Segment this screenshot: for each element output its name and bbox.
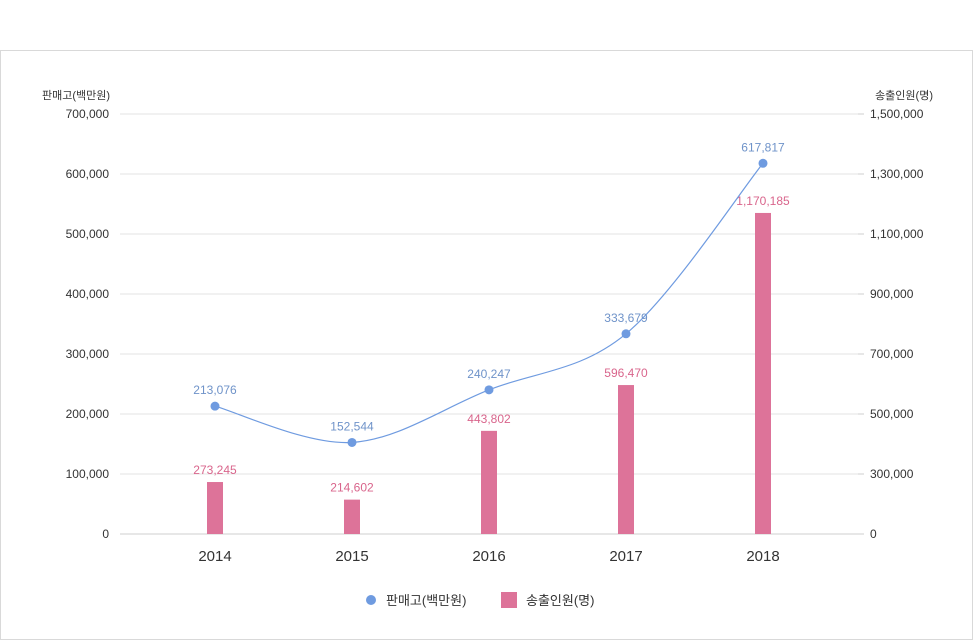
right-tick-label: 300,000 xyxy=(870,467,914,481)
line-value-label: 152,544 xyxy=(330,419,374,433)
legend: 판매고(백만원) 송출인원(명) xyxy=(366,592,594,608)
legend-departures-label: 송출인원(명) xyxy=(526,593,594,608)
legend-sales-marker xyxy=(366,595,376,605)
left-tick-label: 700,000 xyxy=(66,107,110,121)
left-tick-label: 400,000 xyxy=(66,287,110,301)
legend-sales-label: 판매고(백만원) xyxy=(386,593,466,608)
x-tick-label: 2018 xyxy=(746,548,779,565)
line-point-sales xyxy=(484,385,494,395)
right-tick-label: 700,000 xyxy=(870,347,914,361)
right-tick-label: 900,000 xyxy=(870,287,914,301)
bar-value-label: 1,170,185 xyxy=(736,194,790,208)
bar-departures xyxy=(481,430,497,534)
left-tick-label: 200,000 xyxy=(66,407,110,421)
right-tick-label: 0 xyxy=(870,527,877,541)
right-tick-label: 1,300,000 xyxy=(870,167,924,181)
bar-departures xyxy=(344,499,360,534)
line-value-label: 240,247 xyxy=(467,367,511,381)
line-value-label: 213,076 xyxy=(193,383,237,397)
right-tick-label: 500,000 xyxy=(870,407,914,421)
right-axis-title: 송출인원(명) xyxy=(875,89,933,102)
sales-line xyxy=(214,162,764,444)
x-tick-label: 2014 xyxy=(198,548,231,565)
x-tick-label: 2015 xyxy=(335,548,368,565)
left-tick-label: 600,000 xyxy=(66,167,110,181)
x-tick-label: 2017 xyxy=(609,548,642,565)
left-tick-label: 0 xyxy=(102,527,109,541)
bar-value-label: 273,245 xyxy=(193,463,237,477)
left-tick-label: 300,000 xyxy=(66,347,110,361)
line-value-label: 333,679 xyxy=(604,311,648,325)
line-value-label: 617,817 xyxy=(741,140,785,154)
bar-departures xyxy=(755,212,771,534)
left-tick-label: 100,000 xyxy=(66,467,110,481)
left-axis-title: 판매고(백만원) xyxy=(42,89,110,102)
line-point-sales xyxy=(621,329,631,339)
bar-value-label: 443,802 xyxy=(467,412,511,426)
line-point-sales xyxy=(347,437,357,447)
legend-departures-marker xyxy=(501,592,517,608)
bar-value-label: 214,602 xyxy=(330,481,374,495)
right-tick-label: 1,100,000 xyxy=(870,227,924,241)
bar-departures xyxy=(207,482,223,534)
bar-departures xyxy=(618,385,634,534)
line-point-sales xyxy=(210,401,220,411)
left-tick-label: 500,000 xyxy=(66,227,110,241)
x-tick-label: 2016 xyxy=(472,548,505,565)
chart-frame xyxy=(0,50,973,640)
line-point-sales xyxy=(758,158,768,168)
bar-value-label: 596,470 xyxy=(604,366,648,380)
right-tick-label: 1,500,000 xyxy=(870,107,924,121)
